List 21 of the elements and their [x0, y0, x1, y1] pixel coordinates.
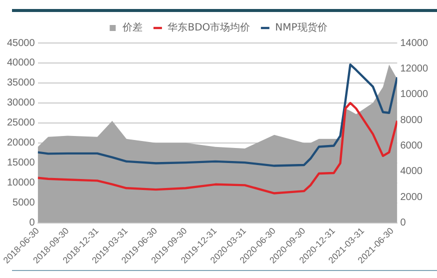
y2-tick-label: 8000: [400, 114, 423, 126]
y-tick-label: 5000: [12, 198, 36, 209]
y2-tick-label: 2000: [400, 192, 423, 203]
y2-tick-label: 10000: [400, 89, 428, 100]
y2-tick-label: 6000: [400, 140, 423, 152]
y-tick-label: 10000: [6, 178, 36, 189]
legend-label: NMP现货价: [275, 22, 328, 34]
y2-tick-label: 4000: [400, 166, 423, 178]
y-tick-label: 0: [29, 218, 36, 229]
y2-tick-label: 12000: [400, 63, 428, 74]
legend-label: 华东BDO市场均价: [168, 22, 250, 34]
y2-tick-label: 0: [400, 218, 406, 229]
y-tick-label: 15000: [6, 158, 36, 169]
y-tick-label: 45000: [6, 38, 36, 49]
y-tick-label: 40000: [6, 58, 36, 69]
y2-tick-label: 14000: [400, 38, 428, 49]
y-tick-label: 30000: [6, 98, 36, 109]
legend-label: 价差: [122, 22, 143, 34]
y-tick-label: 35000: [6, 78, 36, 89]
y-tick-label: 20000: [6, 138, 36, 149]
y-tick-label: 25000: [6, 118, 36, 129]
